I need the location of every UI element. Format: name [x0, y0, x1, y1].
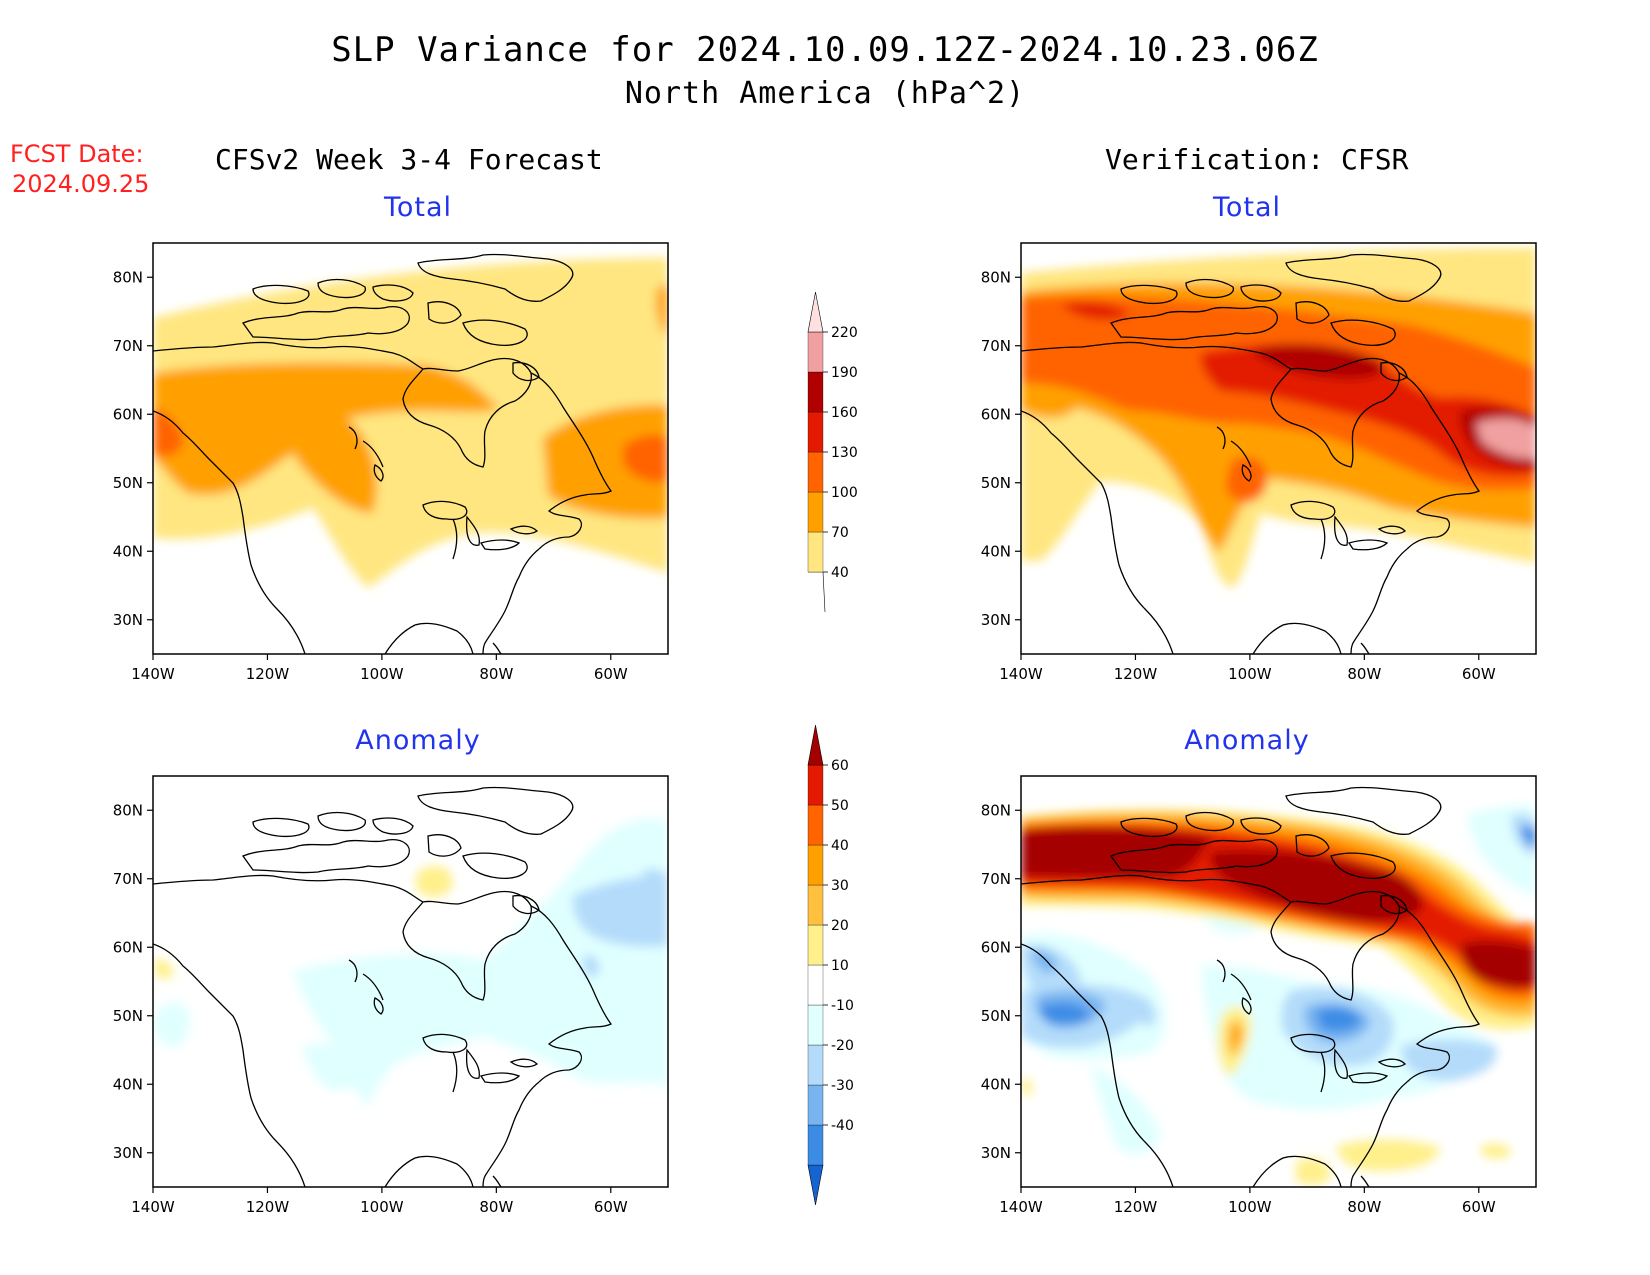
lon-tick-label: 100W [360, 665, 404, 683]
colorbar-label: 10 [831, 958, 849, 974]
verification-column-heading: Verification: CFSR [1105, 143, 1409, 176]
colorbar-bottom-arrow [807, 1164, 824, 1206]
colorbar-segment [807, 924, 824, 966]
verification-total-title: Total [1212, 192, 1282, 223]
colorbar-label: 100 [831, 485, 858, 501]
lat-tick-label: 50N [113, 474, 143, 492]
colorbar-label: 40 [831, 838, 849, 854]
lon-tick-label: 80W [1347, 665, 1381, 683]
colorbar-segment [807, 531, 824, 573]
lat-tick-label: 60N [113, 405, 143, 423]
lon-tick-label: 80W [1347, 1198, 1381, 1216]
lon-tick-label: 140W [999, 665, 1043, 683]
lat-tick-label: 40N [113, 1075, 143, 1093]
lat-tick-label: 60N [981, 405, 1011, 423]
lon-tick-label: 60W [594, 1198, 628, 1216]
lon-tick-label: 80W [479, 1198, 513, 1216]
colorbar-label: 60 [831, 758, 849, 774]
lon-tick-label: 60W [1462, 1198, 1496, 1216]
figure-subtitle: North America (hPa^2) [624, 76, 1026, 111]
lon-tick-label: 100W [1228, 665, 1272, 683]
lat-tick-label: 50N [113, 1007, 143, 1025]
lat-tick-label: 60N [981, 938, 1011, 956]
map-axes: 140W 120W 100W 80W 60W 80N 70N 60N 50N 40N 30N 140W… [113, 268, 1496, 1216]
lon-tick-label: 120W [246, 1198, 290, 1216]
colorbar-segment [807, 1004, 824, 1046]
lat-tick-label: 40N [981, 542, 1011, 560]
colorbar-total: 40 70 100 130 160 190 220 [807, 291, 858, 613]
colorbar-label: 190 [831, 365, 858, 381]
lat-tick-label: 30N [113, 611, 143, 629]
lat-tick-label: 70N [981, 337, 1011, 355]
lat-tick-label: 80N [981, 268, 1011, 286]
lat-tick-label: 50N [981, 1007, 1011, 1025]
colorbar-segment [807, 844, 824, 886]
colorbar-label: -30 [831, 1078, 854, 1094]
colorbar-segment [807, 884, 824, 926]
colorbar-label: 130 [831, 445, 858, 461]
lon-tick-label: 140W [131, 1198, 175, 1216]
figure-title: SLP Variance for 2024.10.09.12Z-2024.10.… [331, 30, 1319, 70]
lat-tick-label: 80N [981, 801, 1011, 819]
colorbar-segment [807, 331, 824, 373]
colorbar-label: 160 [831, 405, 858, 421]
lon-tick-label: 100W [1228, 1198, 1272, 1216]
colorbar-top-arrow [807, 291, 824, 333]
colorbar-label: 20 [831, 918, 849, 934]
colorbar-segment [807, 451, 824, 493]
colorbar-segment [807, 371, 824, 413]
lat-tick-label: 40N [113, 542, 143, 560]
fcst-date-value: 2024.09.25 [12, 170, 150, 198]
lat-tick-label: 50N [981, 474, 1011, 492]
forecast-total-map [152, 242, 669, 655]
lon-tick-label: 120W [1114, 665, 1158, 683]
colorbar-segment [807, 964, 824, 1006]
colorbar-label: 50 [831, 798, 849, 814]
colorbar-segment [807, 411, 824, 453]
verification-anomaly-map [1020, 775, 1537, 1188]
lon-tick-label: 60W [594, 665, 628, 683]
forecast-anomaly-title: Anomaly [355, 725, 481, 756]
colorbar-segment [807, 1084, 824, 1126]
lat-tick-label: 70N [113, 870, 143, 888]
lat-tick-label: 30N [981, 611, 1011, 629]
lat-tick-label: 80N [113, 801, 143, 819]
colorbar-label: 220 [831, 325, 858, 341]
colorbar-label: -10 [831, 998, 854, 1014]
colorbar-label: 30 [831, 878, 849, 894]
lat-tick-label: 60N [113, 938, 143, 956]
colorbar-label: 70 [831, 525, 849, 541]
lat-tick-label: 70N [113, 337, 143, 355]
colorbar-segment [807, 764, 824, 806]
fcst-date-label: FCST Date: [10, 140, 144, 168]
colorbar-segment [807, 1124, 824, 1166]
forecast-total-title: Total [383, 192, 453, 223]
colorbar-anomaly: -40 -30 -20 -10 10 20 30 40 50 60 [807, 724, 854, 1206]
colorbar-top-arrow [807, 724, 824, 766]
lon-tick-label: 120W [246, 665, 290, 683]
lat-tick-label: 30N [981, 1144, 1011, 1162]
colorbar-segment [807, 1044, 824, 1086]
lat-tick-label: 80N [113, 268, 143, 286]
colorbar-segment [807, 804, 824, 846]
forecast-column-heading: CFSv2 Week 3-4 Forecast [215, 143, 603, 176]
verification-total-map [1020, 242, 1537, 655]
lat-tick-label: 70N [981, 870, 1011, 888]
lon-tick-label: 120W [1114, 1198, 1158, 1216]
forecast-anomaly-map [152, 775, 669, 1188]
colorbar-segment [807, 491, 824, 533]
lon-tick-label: 140W [999, 1198, 1043, 1216]
colorbar-label: -40 [831, 1118, 854, 1134]
lat-tick-label: 30N [113, 1144, 143, 1162]
lat-tick-label: 40N [981, 1075, 1011, 1093]
lon-tick-label: 100W [360, 1198, 404, 1216]
colorbar-label: -20 [831, 1038, 854, 1054]
lon-tick-label: 140W [131, 665, 175, 683]
colorbar-bottom-arrow [808, 571, 826, 613]
verification-anomaly-title: Anomaly [1184, 725, 1310, 756]
colorbar-label: 40 [831, 565, 849, 581]
lon-tick-label: 60W [1462, 665, 1496, 683]
lon-tick-label: 80W [479, 665, 513, 683]
